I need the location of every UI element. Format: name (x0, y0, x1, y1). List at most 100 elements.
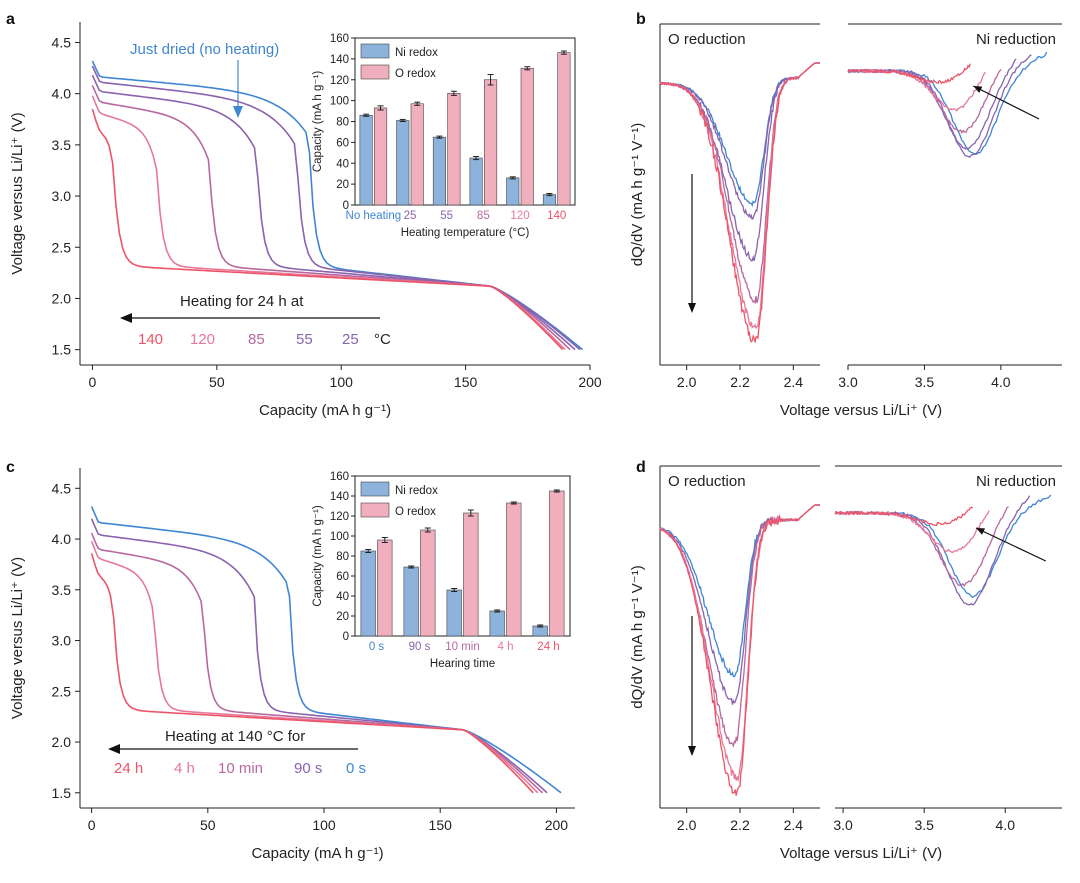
bar-ni (403, 566, 419, 637)
legend-swatch (360, 481, 390, 497)
inset-category-label: 55 (440, 210, 453, 222)
bar-ni (446, 589, 462, 637)
x-tick-label: 3.5 (914, 817, 934, 833)
bar-ni (396, 120, 410, 206)
o-curve-25 (659, 62, 820, 221)
o-curve-4-h (659, 504, 820, 783)
inset-category-label: 90 s (409, 641, 431, 653)
ni-curve-4-h (834, 510, 990, 554)
bar-o (484, 79, 498, 206)
bar-o (420, 529, 436, 637)
y-tick-label: 3.0 (52, 188, 72, 204)
time-label: 90 s (294, 760, 322, 777)
x-tick-label: 2.0 (677, 817, 697, 833)
inset-y-tick-label: 100 (330, 96, 349, 108)
temperature-label: 25 (342, 331, 359, 348)
bar-ni (542, 194, 556, 206)
bar-o (520, 67, 534, 206)
bar-o (557, 52, 571, 206)
bar-o (549, 490, 565, 637)
bar-o (374, 107, 388, 206)
arrow-caption: Heating at 140 °C for (165, 728, 305, 745)
inset-y-tick-label: 140 (330, 491, 349, 503)
y-tick-label: 3.0 (52, 633, 72, 649)
ni-curve-24-h (834, 506, 974, 527)
heating-arrow-head (120, 313, 132, 323)
time-label: 10 min (218, 760, 263, 777)
legend-label: O redox (395, 68, 436, 80)
x-axis-label: Capacity (mA h g⁻¹) (251, 845, 383, 862)
panel-c: c0 50 100 150 2001.52.02.53.03.54.04.5Capaci… (6, 459, 575, 862)
ni-curve-10-min (834, 506, 1009, 587)
bar-o (377, 539, 393, 637)
o-curve-90-s (659, 504, 820, 705)
y-tick-label: 4.5 (52, 480, 72, 496)
legend-label: Ni redox (395, 47, 438, 59)
annotation-arrow-head (233, 106, 243, 118)
x-tick-label: 200 (545, 817, 569, 833)
x-tick-label: 0 (88, 817, 96, 833)
inset-y-tick-label: 20 (336, 179, 349, 191)
inset-x-axis-label: Hearing time (430, 658, 495, 670)
inset-category-label: 85 (477, 210, 490, 222)
y-axis-label: Voltage versus Li/Li⁺ (V) (9, 557, 26, 719)
bar-ni (506, 177, 520, 206)
y-tick-label: 1.5 (52, 342, 72, 358)
arrow-caption: Heating for 24 h at (180, 293, 304, 310)
temperature-label: 140 (138, 331, 163, 348)
down-arrow-head (688, 746, 696, 756)
panel-b: b 2.0 2.2 2.4 3.0 3.5 4.0 Voltage versus Li/Li⁺… (629, 11, 1062, 419)
time-label: 0 s (346, 760, 366, 777)
temperature-label: 55 (296, 331, 313, 348)
curve-0-s (90, 506, 562, 794)
inset-y-tick-label: 0 (343, 200, 349, 212)
o-curve-120 (659, 62, 820, 330)
x-axis-label: Voltage versus Li/Li⁺ (V) (780, 845, 942, 862)
inset-y-axis-label: Capacity (mA h g⁻¹) (312, 505, 324, 606)
bar-o (506, 502, 522, 637)
inset-y-tick-label: 40 (336, 158, 349, 170)
legend-swatch (360, 64, 390, 80)
inset-y-tick-label: 60 (336, 571, 349, 583)
y-axis-label: Voltage versus Li/Li⁺ (V) (9, 112, 26, 274)
legend-swatch (360, 43, 390, 59)
inset-y-tick-label: 20 (336, 611, 349, 623)
o-curve-No-heating (659, 62, 820, 208)
x-tick-label: 2.2 (730, 374, 750, 390)
inset-category-label: 4 h (498, 641, 514, 653)
ni-reduction-title: Ni reduction (976, 31, 1056, 48)
inset-category-label: 10 min (445, 641, 480, 653)
o-curve-24-h (659, 504, 820, 796)
inset-frame (354, 37, 576, 206)
ni-reduction-title: Ni reduction (976, 473, 1056, 490)
inset-y-axis-label: Capacity (mA h g⁻¹) (312, 71, 324, 172)
o-curve-10-min (659, 504, 820, 748)
legend-label: O redox (395, 506, 436, 518)
bar-ni (432, 136, 446, 206)
o-curve-55 (659, 62, 820, 262)
diagonal-arrow-head (973, 86, 983, 93)
inset-y-tick-label: 120 (330, 511, 349, 523)
inset-y-tick-label: 140 (330, 54, 349, 66)
curve-24-h (90, 553, 534, 794)
annotation-just-dried: Just dried (no heating) (130, 41, 279, 58)
time-label: 4 h (174, 760, 195, 777)
x-tick-label: 100 (330, 374, 354, 390)
inset-y-tick-label: 0 (343, 631, 349, 643)
o-reduction-title: O reduction (668, 31, 746, 48)
inset-y-tick-label: 160 (330, 471, 349, 483)
x-tick-label: 2.0 (677, 374, 697, 390)
inset-category-label: 0 s (369, 641, 385, 653)
inset-y-tick-label: 60 (336, 137, 349, 149)
y-tick-label: 2.0 (52, 290, 72, 306)
o-curve-140 (659, 62, 820, 343)
o-curve-85 (659, 62, 820, 305)
heating-arrow-head (108, 744, 120, 754)
y-tick-label: 4.0 (52, 86, 72, 102)
legend-label: Ni redox (395, 485, 438, 497)
x-tick-label: 50 (200, 817, 216, 833)
bar-o (447, 93, 461, 206)
inset-y-tick-label: 160 (330, 33, 349, 45)
x-tick-label: 3.0 (838, 374, 858, 390)
y-tick-label: 2.5 (52, 239, 72, 255)
